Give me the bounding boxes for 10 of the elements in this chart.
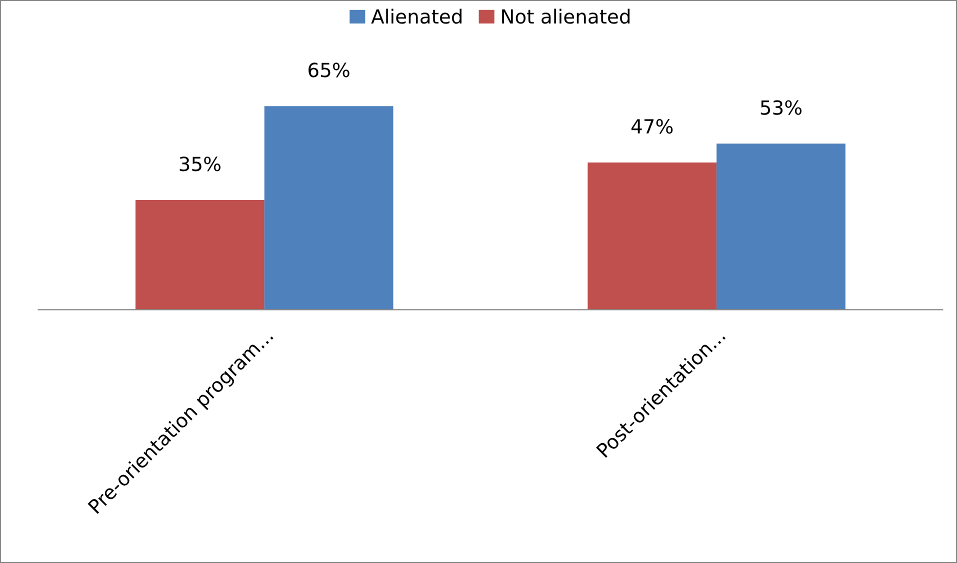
- data-label: 47%: [631, 118, 673, 134]
- legend-label: Alienated: [371, 8, 462, 24]
- legend-label: Not alienated: [502, 8, 630, 24]
- bar: [136, 200, 264, 310]
- bar: [588, 162, 717, 310]
- data-label: 35%: [180, 156, 220, 172]
- bar: [716, 144, 846, 310]
- bar: [264, 106, 394, 310]
- data-label: 53%: [760, 100, 802, 115]
- data-label: 65%: [308, 62, 350, 78]
